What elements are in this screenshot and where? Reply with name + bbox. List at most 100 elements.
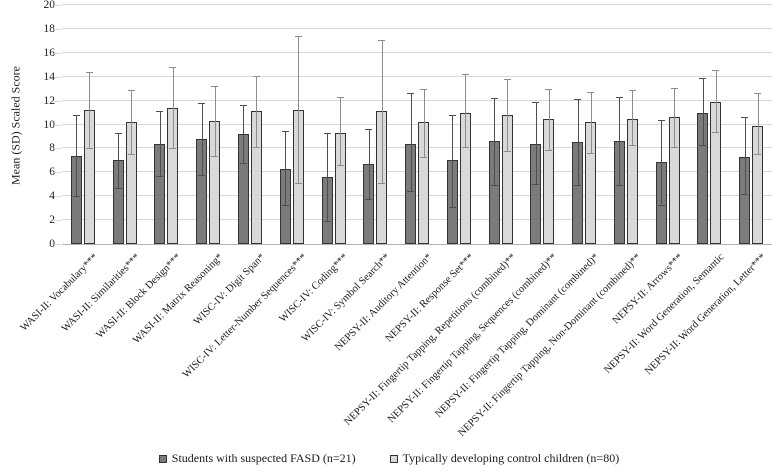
gridline: [62, 123, 772, 125]
gridline: [62, 27, 772, 29]
error-bar-cap: [407, 93, 414, 95]
error-bar-cap: [114, 132, 122, 134]
error-bar: [632, 89, 634, 145]
error-bar-cap: [461, 74, 469, 76]
legend: Students with suspected FASD (n=21) Typi…: [0, 451, 778, 466]
error-bar-cap: [615, 97, 623, 98]
gridline: [62, 195, 772, 197]
error-bar: [619, 97, 621, 186]
y-tick-label: 6: [49, 166, 55, 179]
y-tick-mark: [54, 220, 61, 222]
error-bar-cap: [252, 75, 260, 77]
error-bar-cap: [211, 155, 219, 157]
error-bar: [590, 92, 592, 154]
error-bar-cap: [323, 221, 331, 223]
error-bar: [674, 87, 676, 148]
error-bar-cap: [407, 191, 414, 193]
error-bar-cap: [754, 154, 762, 156]
error-bar: [368, 129, 370, 199]
error-bar: [131, 89, 133, 155]
gridline: [62, 219, 772, 221]
y-tick-label: 4: [49, 190, 55, 203]
error-bar-cap: [587, 153, 595, 155]
error-bar-cap: [741, 193, 749, 195]
error-bar-cap: [532, 101, 540, 103]
error-bar-cap: [657, 204, 665, 206]
error-bar-cap: [239, 105, 247, 107]
error-bar-cap: [294, 183, 302, 185]
error-bar-cap: [490, 98, 498, 100]
error-bar-cap: [252, 147, 260, 149]
error-bar-cap: [490, 185, 498, 187]
error-bar: [89, 71, 91, 149]
error-bar-cap: [211, 86, 219, 88]
error-bar-cap: [628, 89, 636, 91]
error-bar-cap: [323, 132, 331, 134]
error-bar: [298, 36, 300, 184]
error-bar-cap: [712, 69, 720, 71]
y-tick-label: 16: [43, 46, 56, 59]
error-bar: [172, 67, 174, 149]
error-bar: [285, 130, 287, 205]
error-bar-cap: [574, 185, 582, 187]
error-bar: [243, 105, 245, 163]
error-bar: [465, 74, 467, 148]
error-bar-cap: [127, 154, 135, 156]
error-bar: [340, 97, 341, 166]
error-bar-cap: [85, 71, 93, 73]
error-bar: [715, 69, 717, 132]
y-tick-mark: [54, 244, 61, 245]
error-bar-cap: [378, 39, 386, 41]
plot-area: [62, 4, 772, 245]
error-bar: [757, 93, 759, 155]
gridline: [62, 171, 772, 173]
y-tick-label: 12: [43, 94, 56, 107]
error-bar-cap: [754, 93, 762, 95]
error-bar: [214, 86, 216, 156]
error-bar: [76, 114, 78, 197]
error-bar-cap: [670, 87, 678, 89]
error-bar: [423, 88, 425, 157]
error-bar-cap: [699, 144, 707, 146]
error-bar-cap: [420, 88, 427, 90]
error-bar-cap: [741, 117, 749, 119]
gridline: [62, 75, 772, 77]
gridline: [62, 147, 772, 149]
error-bar-cap: [169, 67, 177, 69]
y-tick-mark: [54, 28, 61, 30]
legend-item-control: Typically developing control children (n…: [389, 451, 619, 466]
gridline: [62, 99, 772, 101]
y-tick-label: 2: [49, 214, 55, 227]
y-tick-label: 18: [43, 22, 56, 35]
error-bar-cap: [448, 114, 456, 116]
error-bar-cap: [545, 88, 553, 90]
y-tick-label: 14: [43, 70, 56, 83]
error-bar-cap: [72, 114, 80, 116]
error-bar-cap: [294, 36, 302, 38]
error-bar-cap: [114, 187, 122, 189]
error-bar: [201, 103, 203, 175]
legend-label-fasd: Students with suspected FASD (n=21): [171, 451, 356, 465]
error-bar-cap: [156, 175, 164, 177]
y-tick-mark: [54, 52, 61, 54]
error-bar: [452, 114, 454, 207]
error-bar: [494, 98, 495, 186]
x-axis-line: [62, 244, 772, 245]
error-bar: [410, 93, 412, 192]
y-tick-mark: [54, 172, 61, 174]
y-tick-label: 8: [49, 142, 55, 155]
legend-marker-control-icon: [389, 454, 398, 463]
y-tick-mark: [54, 196, 61, 198]
y-tick-label: 10: [43, 118, 56, 131]
error-bar-cap: [628, 144, 636, 146]
error-bar-cap: [85, 148, 93, 150]
error-bar: [548, 88, 550, 150]
error-bar-cap: [712, 131, 720, 133]
error-bar: [159, 111, 161, 176]
error-bar: [256, 75, 258, 148]
error-bar-cap: [169, 148, 177, 150]
error-bar-cap: [336, 97, 344, 98]
legend-marker-fasd-icon: [158, 454, 167, 463]
error-bar-cap: [448, 207, 456, 208]
